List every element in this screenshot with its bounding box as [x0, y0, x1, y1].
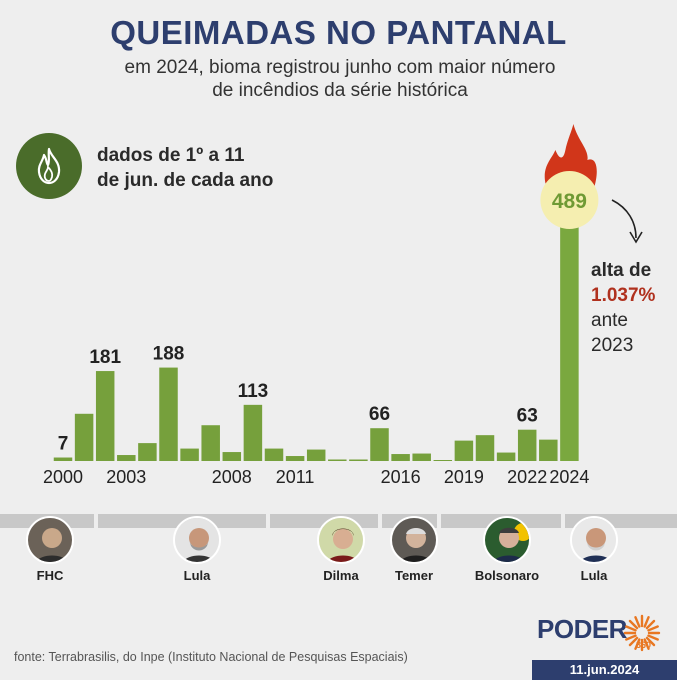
sun-ray	[628, 619, 639, 630]
bar-2003	[117, 455, 136, 461]
tick-label-2008: 2008	[212, 467, 252, 487]
bar-2016	[391, 454, 410, 461]
chart-subtitle: em 2024, bioma registrou junho com maior…	[90, 56, 590, 102]
avatar-lula-2	[570, 516, 618, 564]
avatar-dilma	[317, 516, 365, 564]
tick-label-2024: 2024	[549, 467, 589, 487]
bar-2018	[433, 460, 453, 461]
tick-label-2000: 2000	[43, 467, 83, 487]
tick-label-2011: 2011	[276, 467, 315, 487]
data-label-2024: 489	[552, 190, 587, 213]
flame-icon	[37, 147, 61, 185]
bar-2024	[560, 218, 579, 461]
sun-ray	[643, 638, 650, 650]
bar-2021	[496, 452, 516, 461]
bar-2022	[517, 429, 537, 461]
bar-2004	[138, 443, 157, 461]
source-note: fonte: Terrabrasilis, do Inpe (Instituto…	[14, 650, 408, 664]
highlight-2024: 489	[540, 124, 643, 244]
bar-2002	[95, 371, 115, 461]
sun-ray	[647, 625, 659, 632]
chart-title: QUEIMADAS NO PANTANAL	[110, 14, 567, 51]
bar-2019	[454, 440, 474, 461]
data-labels-group: 7 181 188 113 66 63	[58, 344, 538, 455]
callout-arrow-head	[629, 231, 643, 244]
bar-2008	[222, 452, 242, 461]
bar-2015	[370, 428, 389, 461]
flame-badge	[16, 133, 82, 199]
callout-percentage: 1.037%	[591, 285, 656, 306]
president-name-fhc: FHC	[36, 568, 64, 583]
president-name-bolsonaro: Bolsonaro	[474, 568, 540, 583]
bar-2013	[328, 459, 347, 461]
data-label-2015: 66	[369, 404, 390, 425]
data-label-2005: 188	[153, 344, 185, 365]
tick-label-2016: 2016	[381, 467, 421, 487]
sun-ray	[628, 636, 639, 647]
note-line-1: dados de 1º a 11	[97, 145, 245, 166]
bar-2001	[74, 413, 94, 461]
tick-label-2019: 2019	[444, 467, 484, 487]
bar-2012	[306, 449, 326, 461]
bar-2010	[264, 448, 284, 461]
president-name-dilma: Dilma	[323, 568, 359, 583]
bar-2023	[539, 439, 558, 461]
subtitle-line-2: de incêndios da série histórica	[212, 80, 468, 101]
sun-icon	[623, 614, 661, 652]
avatar-lula-1	[173, 516, 221, 564]
subtitle-line-1: em 2024, bioma registrou junho com maior…	[124, 57, 556, 78]
sun-ray	[645, 619, 656, 630]
callout-line-4: 2023	[591, 335, 634, 356]
tick-label-2022: 2022	[507, 467, 547, 487]
sun-ray	[625, 634, 637, 641]
bar-2005	[159, 367, 178, 461]
publication-date: 11.jun.2024	[532, 660, 677, 680]
sun-ray	[634, 638, 641, 650]
note-line-2: de jun. de cada ano	[97, 170, 274, 191]
bar-2020	[475, 435, 495, 461]
tick-label-2003: 2003	[106, 467, 146, 487]
bar-2006	[180, 448, 199, 461]
bar-2011	[285, 456, 305, 461]
bar-2007	[201, 425, 220, 461]
data-label-2022: 63	[517, 406, 538, 427]
increase-callout: alta de 1.037% ante 2023	[591, 258, 655, 358]
bar-2014	[349, 459, 368, 461]
sun-ray	[625, 625, 637, 632]
callout-arrow	[611, 199, 637, 239]
highlight-circle	[540, 171, 599, 229]
sun-ray	[643, 616, 650, 628]
sun-ray	[647, 634, 659, 641]
bars-group	[53, 218, 579, 461]
poder360-logo-sub: 360	[636, 640, 652, 650]
avatar-fhc	[26, 516, 74, 564]
sun-ray	[634, 616, 641, 628]
tick-labels-group: 2000 2003 2008 2011 2016 2019 2022 2024	[43, 467, 589, 487]
president-name-temer: Temer	[394, 568, 434, 583]
data-note: dados de 1º a 11 de jun. de cada ano	[97, 143, 297, 193]
data-label-2002: 181	[89, 347, 121, 368]
data-label-2009: 113	[238, 381, 269, 402]
poder360-logo: PODER	[537, 614, 627, 644]
president-name-lula-1: Lula	[183, 568, 211, 583]
bar-2000	[53, 457, 73, 461]
callout-line-3: ante	[591, 310, 628, 331]
sun-ray	[645, 636, 656, 647]
avatar-temer	[390, 516, 438, 564]
president-name-lula-2: Lula	[580, 568, 608, 583]
callout-line-1: alta de	[591, 260, 652, 281]
data-label-2000: 7	[58, 434, 69, 455]
avatar-bolsonaro	[483, 516, 531, 564]
bar-2009	[243, 404, 263, 461]
bar-2017	[412, 453, 431, 461]
